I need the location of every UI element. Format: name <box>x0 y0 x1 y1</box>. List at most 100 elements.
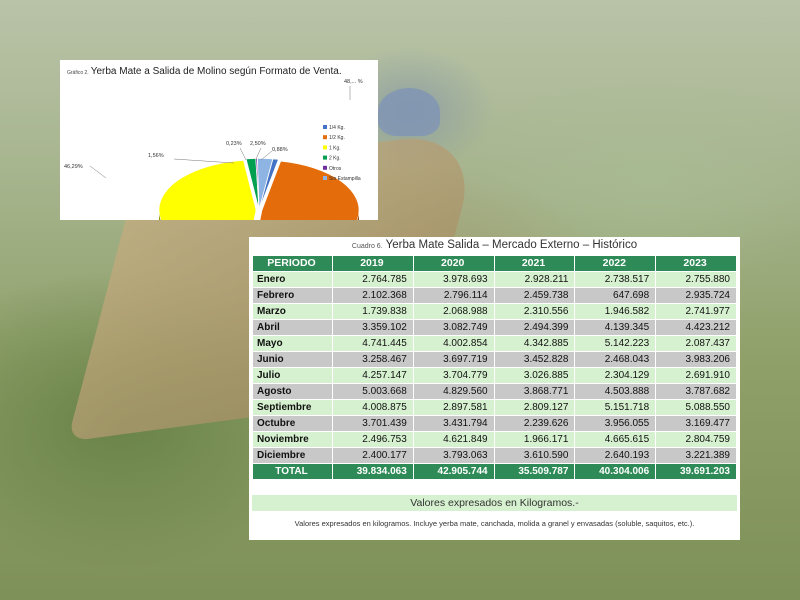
row-value: 3.701.439 <box>332 415 414 432</box>
table-caption-text: Yerba Mate Salida – Mercado Externo – Hi… <box>385 239 638 251</box>
legend-label: 2 Kg. <box>329 156 341 162</box>
row-value: 4.139.345 <box>574 319 657 336</box>
row-value: 4.621.849 <box>412 431 495 448</box>
pie-chart-title-text: Yerba Mate a Salida de Molino según Form… <box>90 66 342 77</box>
row-value: 3.697.719 <box>412 351 495 368</box>
row-value: 3.082.749 <box>412 319 495 336</box>
pie-percent-label: 48,... % <box>344 79 363 85</box>
row-value: 5.088.550 <box>655 399 737 416</box>
row-label: Agosto <box>252 383 333 400</box>
table-caption-prefix: Cuadro 6. <box>351 243 383 250</box>
table-row: Junio 3.258.467 3.697.719 3.452.828 2.468.04… <box>252 351 737 368</box>
row-value: 5.003.668 <box>332 383 414 400</box>
pie-slice-sin-estampilla <box>257 158 274 209</box>
row-value: 3.026.885 <box>493 367 576 384</box>
table-row: Mayo 4.741.445 4.002.854 4.342.885 5.142.223… <box>252 335 737 352</box>
header-2021: 2021 <box>493 255 576 272</box>
row-value: 3.431.794 <box>412 415 495 432</box>
row-value: 2.804.759 <box>655 431 737 448</box>
row-value: 4.008.875 <box>332 399 414 416</box>
row-label: Febrero <box>252 287 333 304</box>
legend-swatch <box>323 176 327 180</box>
pie-slice-1-kg- <box>158 160 257 220</box>
legend-label: 1/2 Kg. <box>329 135 345 141</box>
total-value: 35.509.787 <box>493 463 576 480</box>
row-value: 2.935.724 <box>655 287 737 304</box>
row-value: 2.239.626 <box>493 415 576 432</box>
row-value: 3.169.477 <box>655 415 737 432</box>
row-label: Diciembre <box>252 447 333 464</box>
pie-chart-svg: 1,56% 0,23% 2,50% 0,88% 46,29% 48,... % 1/4 K… <box>64 79 363 220</box>
row-value: 1.739.838 <box>332 303 414 320</box>
table-row: Agosto 5.003.668 4.829.560 3.868.771 4.503.8… <box>252 383 737 400</box>
row-value: 2.691.910 <box>655 367 737 384</box>
row-value: 4.829.560 <box>412 383 495 400</box>
row-value: 2.400.177 <box>332 447 414 464</box>
pie-leader-line <box>260 150 273 161</box>
row-label: Julio <box>252 367 333 384</box>
row-value: 3.610.590 <box>493 447 576 464</box>
pie-percent-label: 2,50% <box>250 141 266 147</box>
row-value: 2.310.556 <box>493 303 576 320</box>
legend-label: 1 Kg. <box>329 145 341 151</box>
row-value: 4.342.885 <box>493 335 576 352</box>
table-row: Septiembre 4.008.875 2.897.581 2.809.127 5.1… <box>252 399 737 416</box>
pie-slice-1-2-kg- <box>259 160 360 220</box>
row-value: 3.787.682 <box>655 383 737 400</box>
row-label: Septiembre <box>252 399 333 416</box>
legend-swatch <box>323 135 327 140</box>
pie-chart-title: Gráfico 2. Yerba Mate a Salida de Molino … <box>67 66 342 77</box>
total-value: 39.834.063 <box>332 463 414 480</box>
pie-slice-1-4-kg- <box>259 158 279 209</box>
row-value: 2.897.581 <box>412 399 495 416</box>
header-2022: 2022 <box>574 255 657 272</box>
table-row: Octubre 3.701.439 3.431.794 2.239.626 3.956.… <box>252 415 737 432</box>
row-value: 4.002.854 <box>412 335 495 352</box>
row-value: 5.142.223 <box>574 335 657 352</box>
row-label: Enero <box>252 271 333 288</box>
row-value: 4.665.615 <box>574 431 657 448</box>
row-value: 3.258.467 <box>332 351 414 368</box>
header-2020: 2020 <box>412 255 495 272</box>
row-value: 3.359.102 <box>332 319 414 336</box>
legend-swatch <box>323 125 327 129</box>
row-label: Marzo <box>252 303 333 320</box>
pie-chart-prefix: Gráfico 2. <box>67 70 89 76</box>
table-footnote: Valores expresados en kilogramos. Incluy… <box>294 519 695 528</box>
row-value: 4.741.445 <box>332 335 414 352</box>
monthly-exports-table: PERIODO 2019 2020 2021 2022 2023 Enero 2.… <box>252 255 737 480</box>
row-value: 2.102.368 <box>332 287 414 304</box>
row-value: 2.468.043 <box>574 351 657 368</box>
row-value: 2.494.399 <box>493 319 576 336</box>
table-row: Marzo 1.739.838 2.068.988 2.310.556 1.946.58… <box>252 303 737 320</box>
table-total-row: TOTAL 39.834.063 42.905.744 35.509.787 40.30… <box>252 463 737 480</box>
row-label: Junio <box>252 351 333 368</box>
row-value: 3.452.828 <box>493 351 576 368</box>
row-value: 647.698 <box>574 287 657 304</box>
legend-label: Sin Estampilla <box>329 176 361 182</box>
total-value: 42.905.744 <box>412 463 495 480</box>
pie-chart-panel: Gráfico 2. Yerba Mate a Salida de Molino … <box>60 60 378 220</box>
row-label: Noviembre <box>252 431 333 448</box>
background-hat <box>378 88 440 136</box>
legend-swatch <box>323 155 327 160</box>
row-value: 2.928.211 <box>493 271 576 288</box>
pie-percent-label: 0,88% <box>272 147 288 153</box>
row-value: 2.640.193 <box>574 447 657 464</box>
table-header-row: PERIODO 2019 2020 2021 2022 2023 <box>252 255 737 272</box>
row-value: 2.459.738 <box>493 287 576 304</box>
row-value: 2.741.977 <box>655 303 737 320</box>
table-row: Diciembre 2.400.177 3.793.063 3.610.590 2.64… <box>252 447 737 464</box>
row-value: 3.704.779 <box>412 367 495 384</box>
total-value: 39.691.203 <box>655 463 737 480</box>
pie-leader-line <box>173 158 235 164</box>
row-value: 3.956.055 <box>574 415 657 432</box>
total-label: TOTAL <box>252 463 333 480</box>
row-value: 3.983.206 <box>655 351 737 368</box>
row-value: 2.809.127 <box>493 399 576 416</box>
pie-leader-line <box>239 147 247 161</box>
pie-side-1-kg- <box>159 210 162 220</box>
header-2023: 2023 <box>655 255 737 272</box>
legend-label: Otros <box>329 166 342 172</box>
row-value: 5.151.718 <box>574 399 657 416</box>
